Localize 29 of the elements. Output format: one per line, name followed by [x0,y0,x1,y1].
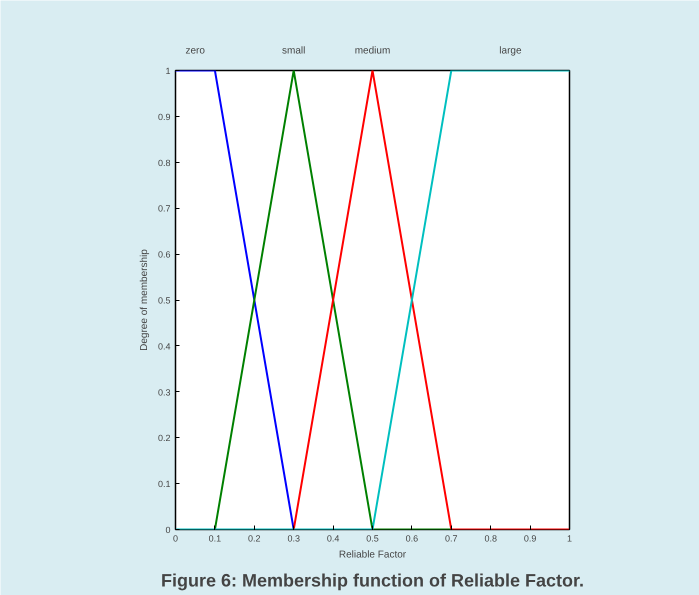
y-tick-label: 0.2 [158,433,171,444]
x-tick-label: 0.7 [445,534,458,544]
x-tick-label: 1 [566,534,572,544]
caption: Figure 6: Membership function of Reliable Factor. [160,570,584,590]
y-tick-label: 0.6 [158,250,171,260]
y-tick-label: 0.3 [158,387,171,398]
x-tick-label: 0.5 [366,534,379,544]
y-tick-label: 0.4 [158,341,171,352]
x-tick-label: 0 [172,534,178,544]
y-tick-label: 0.5 [158,296,171,306]
series-label: medium [354,46,390,56]
x-tick-label: 0.1 [208,534,222,544]
x-tick-label: 0.8 [484,534,497,544]
x-axis-title: Reliable Factor [338,550,407,560]
y-tick-label: 1 [165,66,171,76]
series-label: small [282,46,306,56]
series-label: large [499,46,522,56]
y-tick-label: 0.7 [158,204,171,214]
x-tick-label: 0.6 [406,534,418,544]
y-tick-label: 0.1 [158,479,171,490]
x-tick-label: 0.4 [326,534,340,544]
y-axis-title: Degree of membership [138,248,150,351]
x-tick-label: 0.2 [248,534,261,544]
y-tick-label: 0.8 [158,158,171,168]
x-tick-label: 0.3 [287,534,300,544]
series-label: zero [185,46,206,56]
x-tick-label: 0.9 [524,534,536,544]
y-tick-label: 0 [165,525,171,535]
y-tick-label: 0.9 [158,112,171,122]
